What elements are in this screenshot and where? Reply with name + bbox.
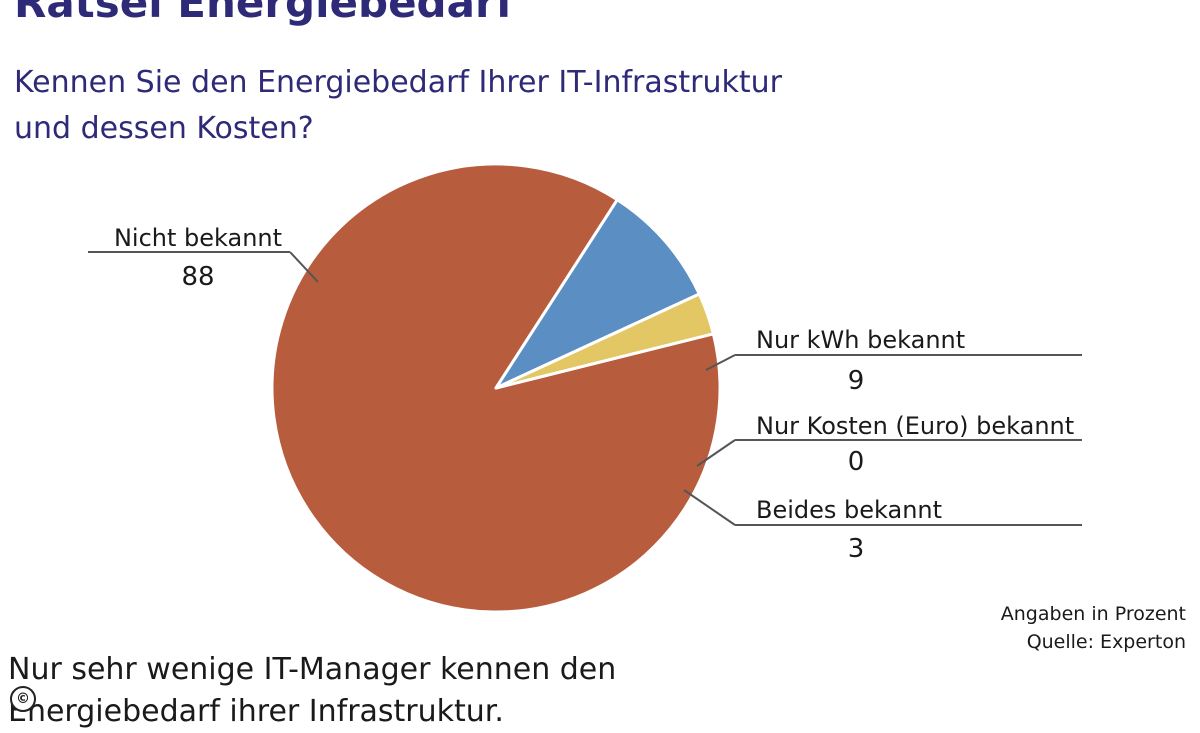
chart-caption: Nur sehr wenige IT-Manager kennen den En…: [8, 649, 616, 733]
chart-subtitle: Kennen Sie den Energiebedarf Ihrer IT-In…: [14, 60, 782, 152]
subtitle-line-2: und dessen Kosten?: [14, 111, 314, 146]
leader-connector-nur-kosten-euro-bekannt: [696, 439, 736, 467]
unit-note: Angaben in Prozent: [1000, 603, 1186, 625]
leader-lines: [88, 251, 1082, 526]
slice-value-nur-kosten-euro-bekannt: 0: [848, 447, 865, 477]
chart-notes: Angaben in Prozent Quelle: Experton: [1001, 600, 1186, 656]
pie-slice-beides-bekannt: [494, 292, 715, 390]
leader-connector-beides-bekannt: [683, 489, 736, 526]
copyright-icon: ©: [10, 686, 36, 712]
leader-connector-nur-kwh-bekannt: [705, 354, 736, 371]
slice-label-beides-bekannt: Beides bekannt: [756, 496, 942, 524]
chart-title: Rätsel Energiebedarf: [14, 0, 514, 27]
slice-label-nur-kwh-bekannt: Nur kWh bekannt: [756, 326, 965, 354]
pie-slices: [270, 162, 722, 614]
slice-value-nicht-bekannt: 88: [181, 262, 214, 292]
slice-label-nicht-bekannt: Nicht bekannt: [114, 224, 282, 252]
slice-value-beides-bekannt: 3: [848, 534, 865, 564]
leader-connector-nicht-bekannt: [289, 251, 319, 283]
subtitle-line-1: Kennen Sie den Energiebedarf Ihrer IT-In…: [14, 65, 782, 100]
source-note: Quelle: Experton: [1026, 631, 1186, 653]
caption-line-1: Nur sehr wenige IT-Manager kennen den: [8, 652, 617, 687]
slice-value-nur-kwh-bekannt: 9: [848, 366, 865, 396]
caption-line-2: Energiebedarf ihrer Infrastruktur.: [8, 694, 504, 729]
pie-slice-nur-kwh-bekannt: [494, 198, 701, 390]
slice-labels: Nicht bekannt 88 Nur kWh bekannt 9 Nur Koste…: [114, 224, 1074, 564]
slice-label-nur-kosten-euro-bekannt: Nur Kosten (Euro) bekannt: [756, 412, 1074, 440]
